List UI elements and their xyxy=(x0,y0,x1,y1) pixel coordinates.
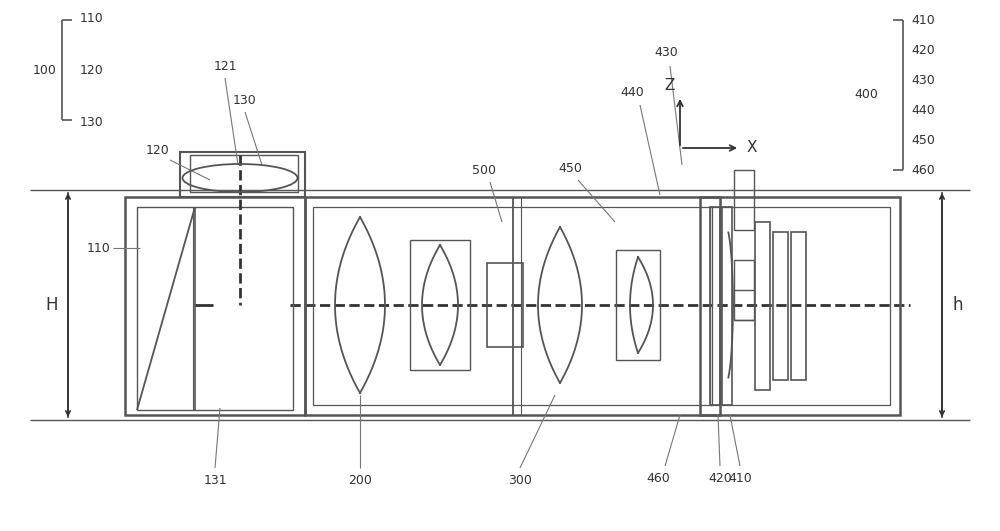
Bar xyxy=(180,152,305,197)
Text: 440: 440 xyxy=(620,87,644,99)
Bar xyxy=(710,207,720,405)
Text: 300: 300 xyxy=(508,474,532,486)
Text: 440: 440 xyxy=(911,104,935,116)
Bar xyxy=(734,170,754,230)
Bar xyxy=(791,232,806,380)
Text: 131: 131 xyxy=(203,474,227,486)
Text: 460: 460 xyxy=(646,472,670,484)
Text: 420: 420 xyxy=(708,472,732,484)
Bar xyxy=(410,240,470,370)
Bar xyxy=(137,207,293,410)
Bar xyxy=(722,207,732,405)
Bar xyxy=(313,207,712,405)
Text: 410: 410 xyxy=(911,13,935,27)
Text: 121: 121 xyxy=(213,61,237,73)
Text: 200: 200 xyxy=(348,474,372,486)
Bar xyxy=(734,260,754,320)
Text: 450: 450 xyxy=(558,161,582,175)
Text: 110: 110 xyxy=(86,242,110,254)
Text: 410: 410 xyxy=(728,472,752,484)
Text: 430: 430 xyxy=(654,47,678,59)
Text: 400: 400 xyxy=(854,89,878,101)
Text: 100: 100 xyxy=(33,64,57,76)
Text: 500: 500 xyxy=(472,164,496,176)
Text: 120: 120 xyxy=(146,143,170,157)
Text: h: h xyxy=(953,296,963,314)
Text: 130: 130 xyxy=(233,93,257,107)
Bar xyxy=(616,250,660,360)
Text: 130: 130 xyxy=(80,116,104,129)
Text: 450: 450 xyxy=(911,133,935,147)
Bar xyxy=(710,207,890,405)
Text: 420: 420 xyxy=(911,44,935,56)
Bar xyxy=(190,155,298,192)
Text: 430: 430 xyxy=(911,73,935,87)
Bar xyxy=(305,197,720,415)
Text: 110: 110 xyxy=(80,12,104,24)
Bar xyxy=(125,197,305,415)
Bar xyxy=(487,263,523,347)
Text: X: X xyxy=(747,140,757,155)
Text: H: H xyxy=(46,296,58,314)
Text: Z: Z xyxy=(665,78,675,92)
Bar xyxy=(700,197,900,415)
Text: 460: 460 xyxy=(911,164,935,176)
Bar xyxy=(755,222,770,390)
Text: 120: 120 xyxy=(80,64,104,76)
Bar xyxy=(773,232,788,380)
